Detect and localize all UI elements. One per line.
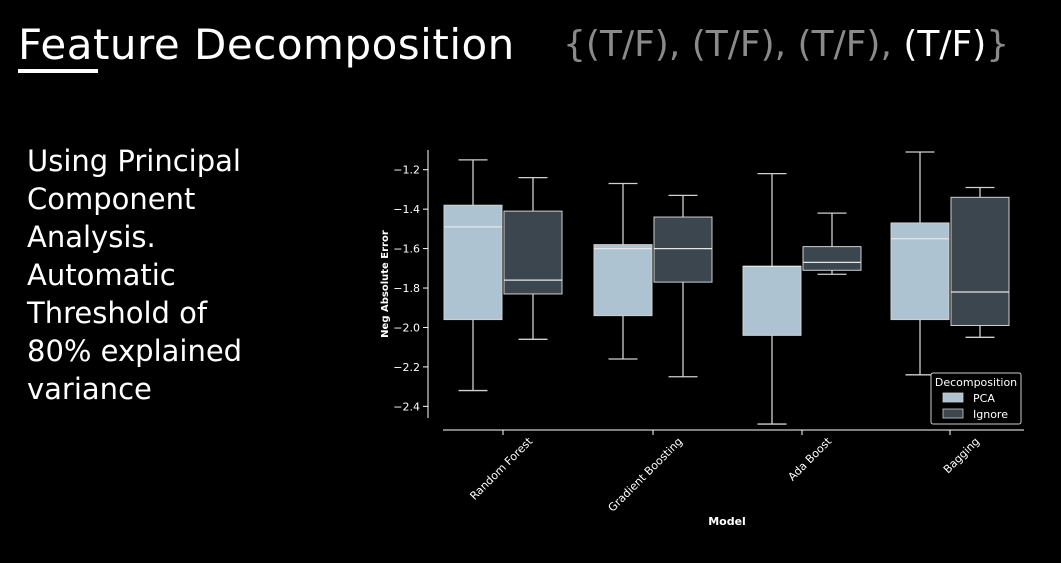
box-ignore [653, 216, 713, 283]
legend-title: Decomposition [935, 376, 1017, 389]
tf-item-1: {(T/F), [563, 24, 692, 65]
box-pca [890, 222, 950, 321]
x-tick-label: Ada Boost [786, 434, 835, 483]
tf-item-3: (T/F), [797, 24, 904, 65]
legend-swatch-pca [942, 392, 964, 403]
x-tick-label: Gradient Boosting [606, 435, 686, 515]
box-ignore [950, 196, 1010, 326]
slide-title-text: Feature Decomposition [18, 20, 515, 69]
description-line: variance [27, 372, 152, 406]
legend-label-pca: PCA [973, 392, 995, 405]
description-line: Automatic [27, 258, 176, 292]
slide-title: Feature Decomposition [18, 20, 515, 73]
x-tick-label: Bagging [941, 435, 982, 476]
y-tick-label: −1.2 [393, 164, 420, 177]
y-tick-label: −2.2 [393, 361, 420, 374]
y-tick-label: −2.0 [393, 321, 420, 334]
title-underline [18, 69, 98, 73]
legend-label-ignore: Ignore [973, 408, 1008, 421]
box-ignore [503, 210, 563, 295]
y-tick-label: −1.6 [393, 243, 420, 256]
tf-close: } [986, 24, 1010, 65]
box-ignore [802, 246, 862, 271]
description-line: Using Principal [27, 144, 241, 178]
tf-item-4: (T/F) [903, 24, 987, 65]
y-tick-label: −2.4 [393, 400, 420, 413]
tf-item-2: (T/F), [691, 24, 798, 65]
description: Using Principal Component Analysis. Auto… [27, 142, 347, 408]
description-line: 80% explained [27, 334, 243, 368]
tf-sequence: {(T/F), (T/F), (T/F), (T/F)} [563, 24, 1009, 65]
description-line: Threshold of [27, 296, 208, 330]
legend-swatch-ignore [942, 408, 964, 419]
y-axis-label: Neg Absolute Error [380, 230, 391, 338]
y-tick-label: −1.8 [393, 282, 420, 295]
x-axis-label: Model [708, 515, 746, 528]
box-pca [443, 204, 503, 321]
x-tick-label: Random Forest [467, 434, 535, 502]
y-tick-label: −1.4 [393, 203, 420, 216]
box-pca [742, 265, 802, 336]
description-line: Component [27, 182, 196, 216]
description-line: Analysis. [27, 220, 156, 254]
box-pca [593, 244, 653, 317]
